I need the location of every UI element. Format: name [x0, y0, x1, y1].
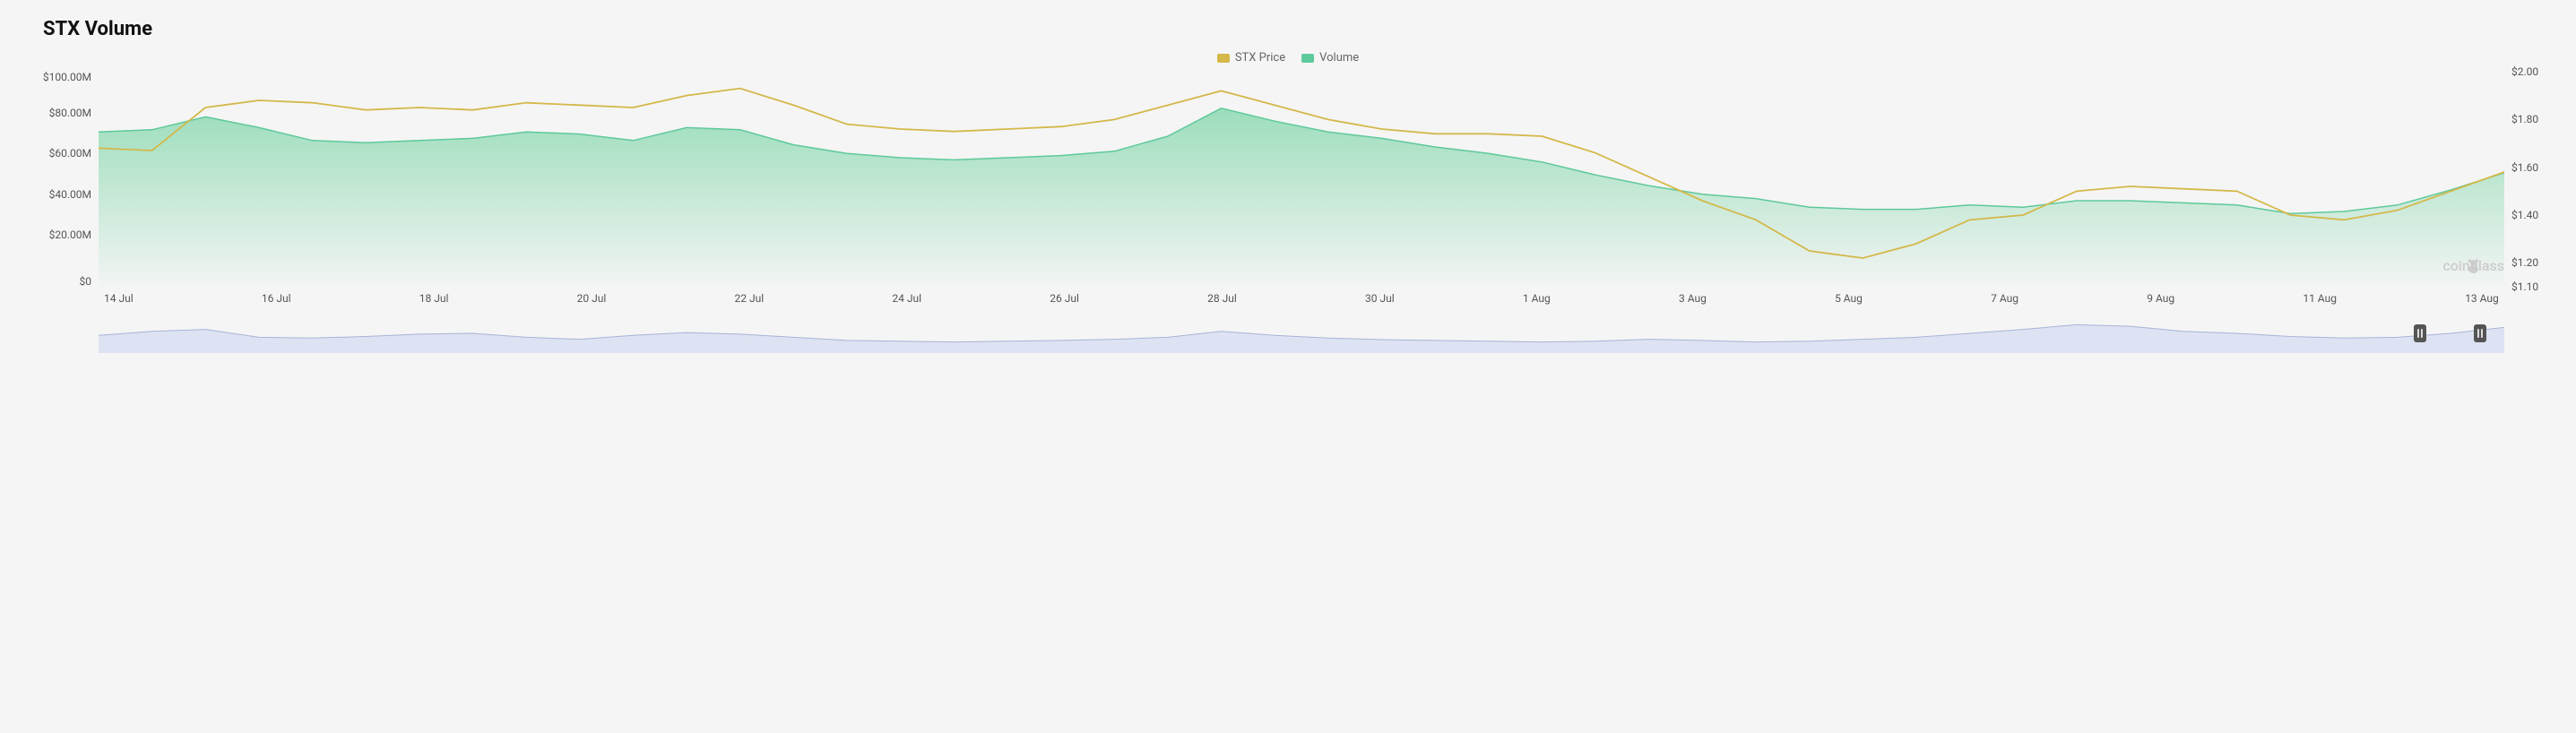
y-tick-left: $20.00M [34, 229, 91, 240]
legend-swatch-volume [1301, 54, 1314, 63]
x-axis: 14 Jul 16 Jul 18 Jul 20 Jul 22 Jul 24 Jul 26 J… [27, 292, 2549, 305]
y-axis-right: $2.00$1.80$1.60$1.40$1.20$1.10 [2504, 72, 2549, 287]
x-tick: 24 Jul [892, 292, 921, 305]
y-tick-right: $1.80 [2511, 113, 2538, 125]
x-tick: 13 Aug [2465, 292, 2499, 305]
legend-swatch-price [1217, 54, 1230, 63]
x-tick: 11 Aug [2303, 292, 2337, 305]
y-tick-right: $1.60 [2511, 161, 2538, 174]
legend-label-price: STX Price [1235, 51, 1285, 65]
y-tick-right: $1.40 [2511, 209, 2538, 221]
plot-area[interactable]: coinglass [99, 72, 2504, 287]
x-tick: 16 Jul [262, 292, 291, 305]
mini-chart-row [27, 314, 2549, 353]
chart-svg [99, 72, 2504, 287]
y-tick-left: $40.00M [34, 189, 91, 200]
x-tick: 5 Aug [1835, 292, 1863, 305]
x-tick: 9 Aug [2147, 292, 2174, 305]
x-tick: 28 Jul [1207, 292, 1237, 305]
chart-legend: STX Price Volume [27, 51, 2549, 65]
x-tick: 3 Aug [1679, 292, 1707, 305]
range-selector[interactable] [99, 314, 2504, 353]
x-tick: 1 Aug [1523, 292, 1551, 305]
y-tick-left: $60.00M [34, 148, 91, 159]
y-tick-left: $0 [34, 276, 91, 287]
y-tick-right: $1.10 [2511, 280, 2538, 293]
y-tick-right: $1.20 [2511, 256, 2538, 269]
chart-title: STX Volume [43, 18, 2549, 40]
legend-label-volume: Volume [1319, 51, 1359, 65]
x-tick: 30 Jul [1365, 292, 1395, 305]
x-ticks: 14 Jul 16 Jul 18 Jul 20 Jul 22 Jul 24 Jul 26 J… [99, 292, 2504, 305]
y-tick-right: $2.00 [2511, 65, 2538, 78]
mini-chart-svg [99, 314, 2504, 353]
range-handle-left[interactable] [2414, 324, 2426, 342]
x-tick: 22 Jul [735, 292, 765, 305]
x-tick: 14 Jul [104, 292, 134, 305]
range-handle-right[interactable] [2474, 324, 2486, 342]
legend-item-volume[interactable]: Volume [1301, 51, 1359, 65]
y-tick-left: $100.00M [34, 72, 91, 82]
x-tick: 18 Jul [419, 292, 449, 305]
legend-item-price[interactable]: STX Price [1217, 51, 1285, 65]
main-chart: $100.00M $80.00M $60.00M $40.00M $20.00M $0 c… [27, 72, 2549, 287]
x-tick: 20 Jul [577, 292, 607, 305]
y-axis-left: $100.00M $80.00M $60.00M $40.00M $20.00M $0 [27, 72, 99, 287]
y-tick-left: $80.00M [34, 108, 91, 118]
chart-container: $100.00M $80.00M $60.00M $40.00M $20.00M $0 c… [27, 72, 2549, 353]
x-tick: 7 Aug [1991, 292, 2018, 305]
x-tick: 26 Jul [1050, 292, 1079, 305]
